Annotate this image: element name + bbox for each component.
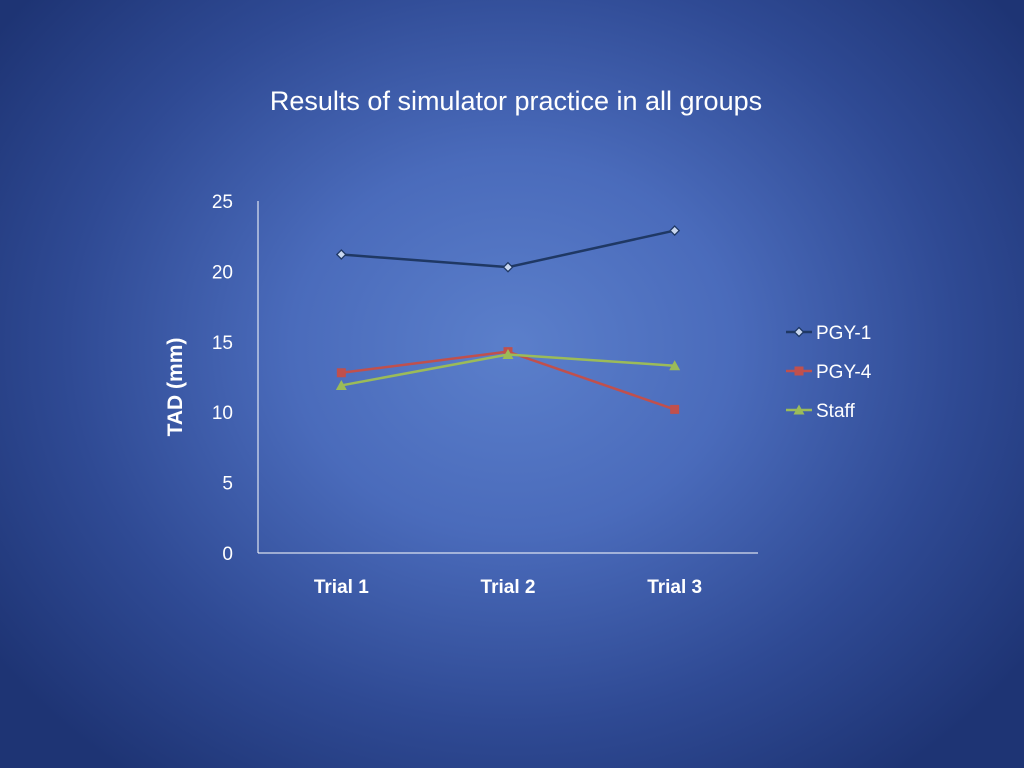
- data-point-pgy-4: [670, 404, 680, 414]
- data-point-pgy-1: [502, 261, 514, 273]
- x-category-label: Trial 2: [481, 577, 536, 598]
- y-tick-label: 25: [212, 192, 233, 213]
- data-point-staff: [669, 360, 681, 371]
- legend: PGY-1 PGY-4 Staff: [786, 323, 872, 422]
- legend-marker-pgy-4: [794, 366, 804, 376]
- series-line-pgy-1: [341, 229, 675, 269]
- y-axis-label: TAD (mm): [164, 338, 187, 437]
- legend-label-pgy-1: PGY-1: [816, 323, 871, 344]
- data-point-pgy-4: [336, 368, 346, 378]
- y-tick-label: 0: [222, 544, 233, 565]
- legend-marker-staff: [793, 404, 805, 415]
- data-point-pgy-1: [669, 225, 681, 236]
- y-tick-label: 5: [222, 474, 233, 495]
- legend-label-pgy-4: PGY-4: [816, 362, 872, 383]
- chart-title: Results of simulator practice in all gro…: [269, 86, 763, 116]
- data-point-staff: [335, 379, 347, 390]
- axes: 0 5 10 15 20 25 Trial 1 Trial 2 Trial 3 TAD (mm): [164, 192, 758, 598]
- data-point-pgy-1: [335, 249, 347, 260]
- x-category-label: Trial 1: [314, 577, 369, 598]
- legend-marker-pgy-1: [793, 326, 805, 338]
- y-tick-label: 15: [212, 333, 233, 354]
- y-tick-label: 10: [212, 403, 233, 424]
- data-point-staff: [502, 348, 514, 359]
- series-line-staff: [341, 353, 675, 387]
- series-lines: [335, 225, 681, 414]
- legend-label-staff: Staff: [816, 401, 855, 422]
- series-line-pgy-4: [341, 350, 676, 411]
- y-tick-label: 20: [212, 262, 233, 283]
- x-category-label: Trial 3: [647, 577, 702, 598]
